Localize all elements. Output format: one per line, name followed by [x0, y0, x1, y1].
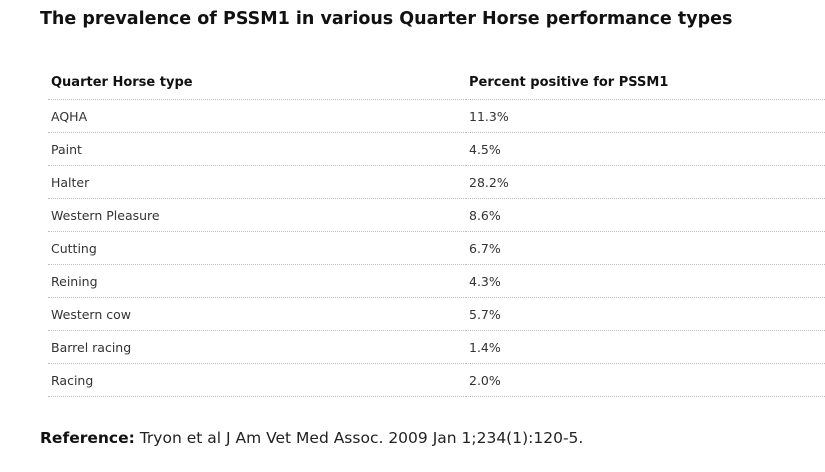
column-header-type: Quarter Horse type: [48, 66, 466, 100]
table-row: Barrel racing 1.4%: [48, 330, 825, 364]
horse-type-cell: AQHA: [48, 99, 466, 133]
horse-type-cell: Reining: [48, 264, 466, 298]
reference-label: Reference:: [40, 429, 135, 447]
percent-cell: 1.4%: [466, 330, 825, 364]
horse-type-cell: Cutting: [48, 231, 466, 265]
horse-type-cell: Western cow: [48, 297, 466, 331]
percent-cell: 2.0%: [466, 363, 825, 397]
percent-cell: 4.3%: [466, 264, 825, 298]
horse-type-cell: Western Pleasure: [48, 198, 466, 232]
horse-type-cell: Barrel racing: [48, 330, 466, 364]
table-row: AQHA 11.3%: [48, 99, 825, 133]
page-title: The prevalence of PSSM1 in various Quart…: [40, 9, 733, 29]
table-header-row: Quarter Horse type Percent positive for …: [48, 66, 825, 100]
table-row: Reining 4.3%: [48, 264, 825, 298]
table-row: Cutting 6.7%: [48, 231, 825, 265]
percent-cell: 28.2%: [466, 165, 825, 199]
reference-citation: Reference: Tryon et al J Am Vet Med Asso…: [40, 429, 583, 447]
horse-type-cell: Halter: [48, 165, 466, 199]
table-row: Racing 2.0%: [48, 363, 825, 397]
column-header-percent: Percent positive for PSSM1: [466, 66, 825, 100]
percent-cell: 4.5%: [466, 132, 825, 166]
percent-cell: 11.3%: [466, 99, 825, 133]
table-row: Western cow 5.7%: [48, 297, 825, 331]
table-row: Halter 28.2%: [48, 165, 825, 199]
percent-cell: 5.7%: [466, 297, 825, 331]
reference-text: Tryon et al J Am Vet Med Assoc. 2009 Jan…: [134, 429, 584, 447]
prevalence-table: Quarter Horse type Percent positive for …: [48, 66, 825, 397]
horse-type-cell: Racing: [48, 363, 466, 397]
percent-cell: 6.7%: [466, 231, 825, 265]
table-row: Western Pleasure 8.6%: [48, 198, 825, 232]
table-row: Paint 4.5%: [48, 132, 825, 166]
horse-type-cell: Paint: [48, 132, 466, 166]
percent-cell: 8.6%: [466, 198, 825, 232]
